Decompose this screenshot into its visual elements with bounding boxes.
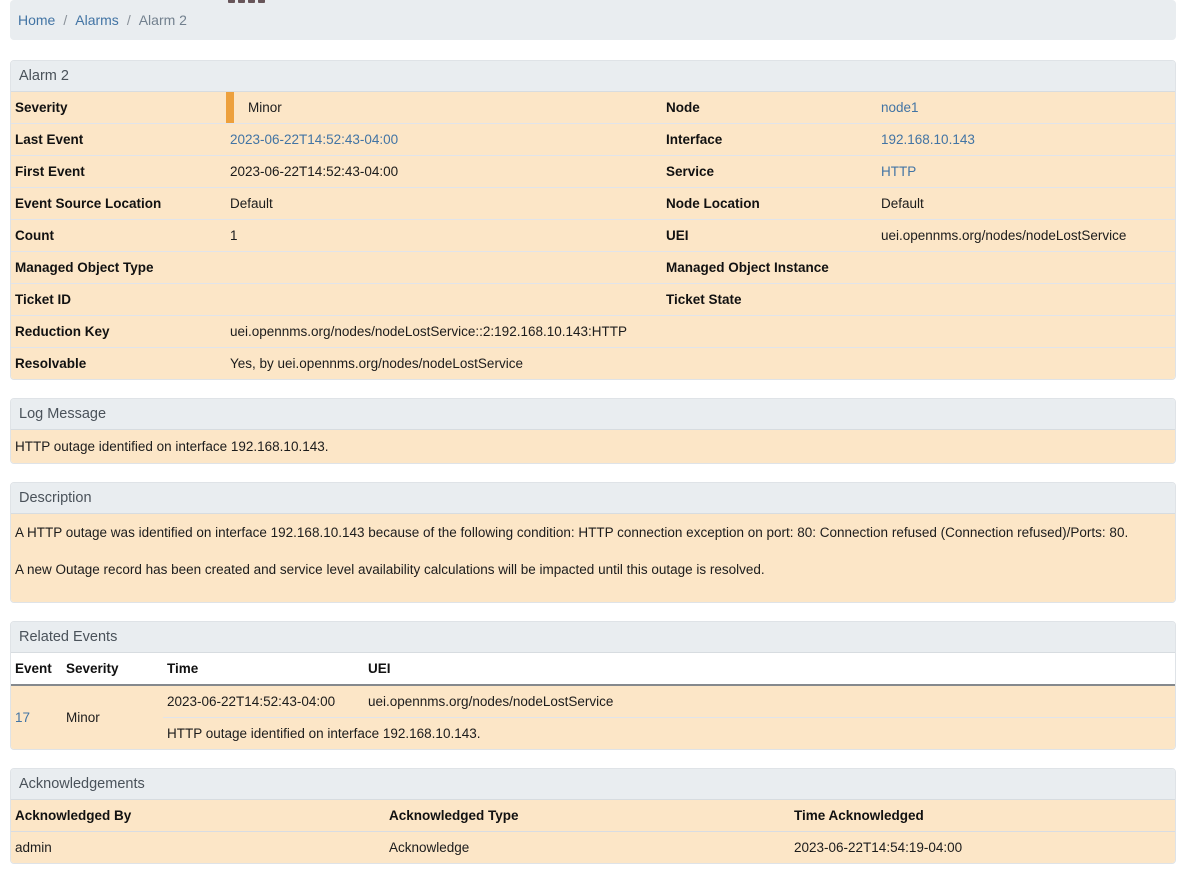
alarm-panel-title: Alarm 2 (11, 61, 1175, 92)
table-row: Ticket ID Ticket State (11, 283, 1175, 316)
alarm-detail-panel: Alarm 2 Severity Minor Node node1 Last E… (10, 60, 1176, 380)
managed-object-type-label: Managed Object Type (11, 251, 226, 284)
column-header-time-acknowledged: Time Acknowledged (790, 800, 1175, 832)
related-events-panel: Related Events Event Severity Time UEI 1… (10, 621, 1176, 750)
column-header-uei: UEI (364, 653, 1175, 686)
event-log-message: HTTP outage identified on interface 192.… (163, 717, 1175, 749)
breadcrumb-home-link[interactable]: Home (18, 11, 56, 28)
acknowledgements-header-row: Acknowledged By Acknowledged Type Time A… (11, 800, 1175, 832)
acknowledged-by-value: admin (11, 831, 385, 863)
node-label: Node (662, 92, 877, 124)
related-events-header-row: Event Severity Time UEI (11, 653, 1175, 686)
event-severity: Minor (62, 685, 163, 749)
table-row: Managed Object Type Managed Object Insta… (11, 251, 1175, 284)
event-time: 2023-06-22T14:52:43-04:00 (163, 685, 364, 718)
ticket-state-label: Ticket State (662, 283, 877, 316)
service-label: Service (662, 155, 877, 188)
severity-value-cell: Minor (226, 92, 662, 124)
first-event-label: First Event (11, 155, 226, 188)
time-acknowledged-value: 2023-06-22T14:54:19-04:00 (790, 831, 1175, 863)
severity-value: Minor (248, 100, 282, 115)
column-header-acknowledged-by: Acknowledged By (11, 800, 385, 832)
clipped-text-fragment (228, 0, 268, 3)
alarm-detail-table: Severity Minor Node node1 Last Event 202… (11, 92, 1175, 379)
event-uei: uei.opennms.org/nodes/nodeLostService (364, 685, 1175, 718)
related-event-message-row: HTTP outage identified on interface 192.… (11, 717, 1175, 749)
table-row: Resolvable Yes, by uei.opennms.org/nodes… (11, 347, 1175, 379)
column-header-event: Event (11, 653, 62, 686)
last-event-link[interactable]: 2023-06-22T14:52:43-04:00 (230, 132, 399, 147)
table-row: Reduction Key uei.opennms.org/nodes/node… (11, 315, 1175, 348)
severity-label: Severity (11, 92, 226, 124)
node-location-value: Default (877, 187, 1175, 220)
acknowledged-type-value: Acknowledge (385, 831, 790, 863)
ticket-id-label: Ticket ID (11, 283, 226, 316)
related-events-panel-title: Related Events (11, 622, 1175, 653)
event-id-link[interactable]: 17 (15, 710, 31, 725)
table-row: First Event 2023-06-22T14:52:43-04:00 Se… (11, 155, 1175, 188)
resolvable-label: Resolvable (11, 347, 226, 379)
log-message-panel: Log Message HTTP outage identified on in… (10, 398, 1176, 464)
event-source-location-value: Default (226, 187, 662, 220)
column-header-severity: Severity (62, 653, 163, 686)
table-row: Severity Minor Node node1 (11, 92, 1175, 124)
column-header-time: Time (163, 653, 364, 686)
interface-link[interactable]: 192.168.10.143 (881, 132, 975, 147)
resolvable-value: Yes, by uei.opennms.org/nodes/nodeLostSe… (226, 347, 1175, 379)
table-row: Event Source Location Default Node Locat… (11, 187, 1175, 220)
first-event-value: 2023-06-22T14:52:43-04:00 (226, 155, 662, 188)
breadcrumb-current: Alarm 2 (138, 11, 187, 28)
last-event-label: Last Event (11, 123, 226, 156)
breadcrumb-separator: / (126, 11, 131, 28)
description-paragraph: A HTTP outage was identified on interfac… (15, 525, 1129, 540)
managed-object-instance-value (877, 251, 1175, 284)
description-body: A HTTP outage was identified on interfac… (11, 514, 1175, 602)
description-panel: Description A HTTP outage was identified… (10, 482, 1176, 603)
node-location-label: Node Location (662, 187, 877, 220)
ticket-id-value (226, 283, 662, 316)
ticket-state-value (877, 283, 1175, 316)
event-source-location-label: Event Source Location (11, 187, 226, 220)
column-header-acknowledged-type: Acknowledged Type (385, 800, 790, 832)
acknowledgement-row: admin Acknowledge 2023-06-22T14:54:19-04… (11, 831, 1175, 863)
table-row: Count 1 UEI uei.opennms.org/nodes/nodeLo… (11, 219, 1175, 252)
breadcrumb-alarms-link[interactable]: Alarms (75, 11, 119, 28)
managed-object-instance-label: Managed Object Instance (662, 251, 877, 284)
managed-object-type-value (226, 251, 662, 284)
node-link[interactable]: node1 (881, 100, 919, 115)
uei-label: UEI (662, 219, 877, 252)
interface-label: Interface (662, 123, 877, 156)
description-paragraph: A new Outage record has been created and… (15, 562, 765, 577)
breadcrumb-separator: / (63, 11, 68, 28)
reduction-key-value: uei.opennms.org/nodes/nodeLostService::2… (226, 315, 1175, 348)
service-link[interactable]: HTTP (881, 164, 917, 179)
breadcrumb: Home / Alarms / Alarm 2 (10, 0, 1176, 40)
count-value: 1 (226, 219, 662, 252)
severity-minor-marker-icon (226, 92, 234, 123)
reduction-key-label: Reduction Key (11, 315, 226, 348)
related-events-table: Event Severity Time UEI 17 Minor 2023-06… (11, 653, 1175, 749)
log-message-text: HTTP outage identified on interface 192.… (11, 430, 1175, 463)
acknowledgements-table: Acknowledged By Acknowledged Type Time A… (11, 800, 1175, 863)
description-panel-title: Description (11, 483, 1175, 514)
uei-value: uei.opennms.org/nodes/nodeLostService (877, 219, 1175, 252)
table-row: Last Event 2023-06-22T14:52:43-04:00 Int… (11, 123, 1175, 156)
count-label: Count (11, 219, 226, 252)
related-event-row: 17 Minor 2023-06-22T14:52:43-04:00 uei.o… (11, 685, 1175, 749)
acknowledgements-panel: Acknowledgements Acknowledged By Acknowl… (10, 768, 1176, 864)
log-message-panel-title: Log Message (11, 399, 1175, 430)
acknowledgements-panel-title: Acknowledgements (11, 769, 1175, 800)
